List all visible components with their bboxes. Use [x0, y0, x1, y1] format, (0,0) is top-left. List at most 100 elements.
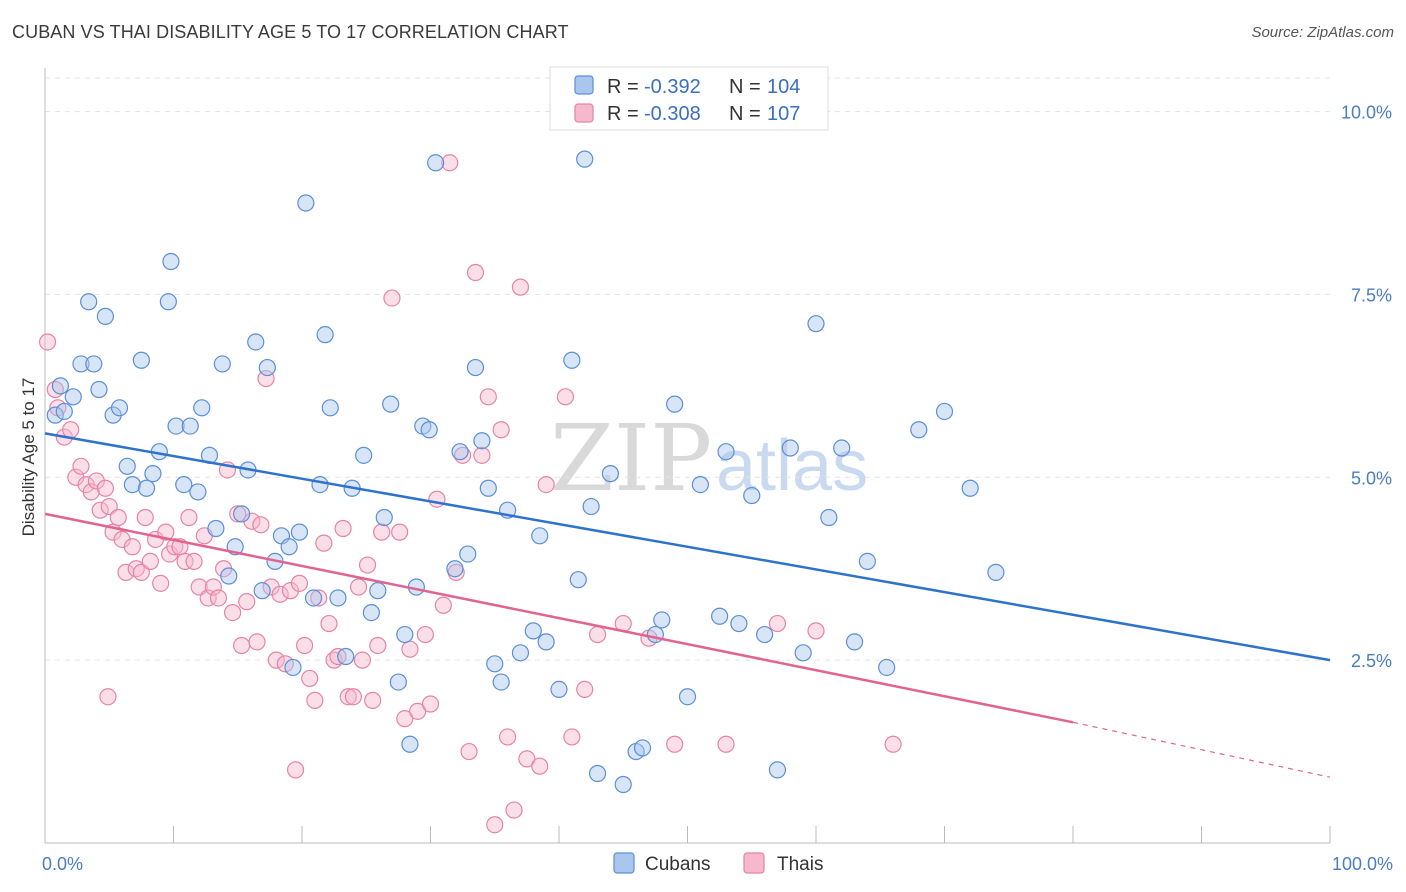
thais-point-75 — [416, 625, 434, 644]
cubans-point-31 — [247, 333, 265, 351]
thais-point-70 — [383, 289, 401, 307]
cubans-point-14 — [137, 479, 156, 497]
cubans-point-51 — [382, 395, 400, 413]
cubans-point-27 — [220, 567, 238, 585]
legend-r-value-thais: -0.308 — [644, 103, 701, 125]
cubans-point-11 — [118, 457, 136, 475]
thais-point-44 — [252, 516, 270, 534]
cubans-point-72 — [550, 680, 568, 699]
legend: R = -0.392 N = 104 R = -0.308 N = 107 — [549, 66, 829, 131]
thais-point-69 — [373, 523, 391, 541]
cubans-point-62 — [466, 358, 485, 377]
cubans-point-0 — [46, 406, 64, 424]
cubans-point-79 — [614, 775, 632, 794]
cubans-point-85 — [678, 688, 697, 706]
thais-point-8 — [82, 483, 100, 501]
cubans-point-29 — [233, 505, 251, 523]
thais-point-94 — [556, 388, 575, 406]
cubans-point-3 — [64, 388, 82, 406]
cubans-point-58 — [427, 154, 445, 172]
cubans-point-92 — [768, 761, 787, 779]
cubans-point-81 — [633, 739, 652, 757]
bottom-legend-label-cubans: Cubans — [645, 854, 711, 875]
cubans-point-7 — [90, 380, 108, 399]
cubans-point-42 — [316, 326, 334, 344]
cubans-point-5 — [80, 293, 98, 311]
x-tick-label-0: 0.0% — [42, 854, 83, 874]
thais-point-52 — [290, 574, 309, 592]
chart-title: CUBAN VS THAI DISABILITY AGE 5 TO 17 COR… — [12, 22, 569, 42]
cubans-point-64 — [479, 479, 497, 497]
y-tick-labels: 2.5% 5.0% 7.5% 10.0% — [1341, 103, 1392, 672]
cubans-point-98 — [845, 633, 864, 651]
thais-point-101 — [717, 735, 735, 753]
thais-point-43 — [248, 633, 266, 651]
cubans-point-73 — [563, 351, 581, 369]
cubans-point-95 — [807, 315, 825, 333]
cubans-point-74 — [569, 571, 587, 589]
thais-point-51 — [286, 761, 305, 779]
watermark: ZIP atlas — [550, 405, 868, 512]
cubans-point-53 — [396, 625, 414, 644]
legend-n-label-thais: N = — [729, 103, 761, 125]
cubans-point-4 — [72, 355, 90, 373]
cubans-point-89 — [730, 614, 748, 633]
thais-point-14 — [109, 508, 127, 527]
thais-point-65 — [353, 651, 371, 669]
bottom-legend-swatch-thais — [743, 852, 765, 874]
legend-n-label-cubans: N = — [729, 76, 761, 98]
thais-points — [38, 154, 902, 834]
cubans-point-77 — [588, 764, 607, 783]
thais-point-4 — [62, 421, 80, 439]
cubans-point-75 — [576, 150, 594, 168]
thais-point-71 — [391, 523, 409, 541]
cubans-point-60 — [451, 443, 469, 461]
cubans-point-66 — [492, 673, 510, 691]
cubans-point-97 — [833, 439, 851, 457]
thais-point-35 — [209, 589, 228, 607]
thais-point-89 — [505, 801, 523, 819]
cubans-point-87 — [711, 607, 729, 625]
cubans-point-13 — [132, 351, 150, 369]
thais-point-50 — [281, 582, 300, 600]
cubans-point-61 — [459, 545, 477, 563]
cubans-point-20 — [175, 476, 193, 494]
cubans-point-102 — [935, 402, 954, 421]
cubans-point-100 — [878, 658, 896, 677]
thais-point-6 — [72, 457, 90, 475]
trend-lines — [44, 432, 1331, 778]
thais-point-38 — [224, 603, 242, 622]
cubans-point-15 — [144, 465, 162, 483]
thais-point-83 — [466, 263, 485, 282]
cubans-point-26 — [213, 355, 231, 373]
thais-point-40 — [233, 636, 251, 655]
cubans-point-101 — [910, 421, 928, 439]
legend-r-label-thais: R = — [607, 103, 639, 125]
thais-point-29 — [180, 508, 198, 527]
thais-trend-line — [44, 512, 1074, 724]
cubans-point-48 — [362, 603, 380, 622]
thais-point-26 — [166, 538, 184, 556]
cubans-point-50 — [375, 508, 393, 527]
thais-point-74 — [409, 702, 427, 720]
cubans-point-83 — [653, 611, 671, 629]
thais-trend-line-extension — [1072, 721, 1331, 778]
legend-r-value-cubans: -0.392 — [644, 76, 701, 98]
thais-point-79 — [441, 154, 459, 172]
thais-point-56 — [310, 589, 328, 607]
legend-swatch-thais — [574, 103, 594, 123]
thais-point-57 — [315, 534, 333, 552]
y-tick-label-1: 5.0% — [1351, 468, 1392, 488]
cubans-trend-line — [44, 432, 1331, 662]
cubans-point-47 — [355, 446, 373, 464]
thais-point-62 — [339, 688, 357, 706]
thais-point-24 — [157, 523, 175, 541]
thais-point-41 — [238, 593, 256, 611]
bottom-legend: Cubans Thais — [613, 852, 823, 875]
cubans-point-44 — [329, 589, 347, 607]
y-tick-label-0: 2.5% — [1351, 651, 1392, 671]
source-label: Source: ZipAtlas.com — [1251, 24, 1394, 41]
thais-point-90 — [511, 278, 530, 296]
thais-point-58 — [320, 614, 338, 633]
legend-n-value-cubans: 104 — [767, 76, 800, 98]
